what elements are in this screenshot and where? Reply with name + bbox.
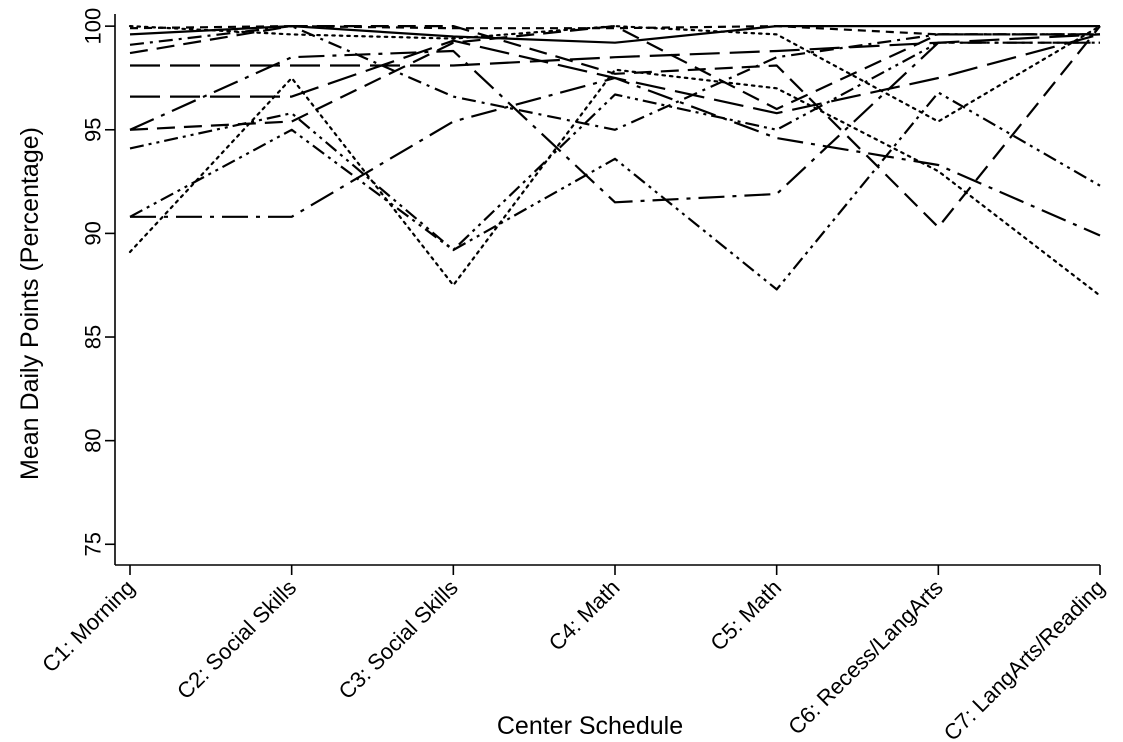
series-layer — [128, 25, 1102, 297]
y-axis-title: Mean Daily Points (Percentage) — [16, 127, 44, 480]
x-tick-label: C4: Math — [544, 575, 625, 656]
series-line-12 — [129, 25, 1100, 131]
x-axis-title: Center Schedule — [497, 712, 683, 740]
y-tick-label: 80 — [81, 428, 106, 452]
x-tick-label: C2: Social Skills — [172, 575, 301, 704]
x-tick-label: C1: Morning — [37, 575, 139, 677]
y-tick-label: 95 — [81, 118, 106, 142]
y-tick-label: 100 — [81, 8, 106, 45]
y-tick-label: 75 — [81, 532, 106, 556]
series-line-5 — [130, 76, 1101, 237]
series-line-2 — [130, 33, 1101, 67]
series-line-8 — [129, 41, 1100, 252]
series-line-13 — [129, 25, 1100, 36]
series-line-11 — [128, 68, 1102, 297]
x-tick-label: C6: Recess/LangArts — [783, 575, 948, 740]
x-tick-label: C3: Social Skills — [334, 575, 463, 704]
y-tick-label: 90 — [81, 221, 106, 245]
x-tick-label: C7: LangArts/Reading — [939, 575, 1110, 742]
y-axis-ticks: 75 80 85 90 95 100 — [81, 8, 115, 557]
y-tick-label: 85 — [81, 325, 106, 349]
series-line-9 — [129, 91, 1101, 291]
x-tick-label: C5: Math — [705, 575, 786, 656]
